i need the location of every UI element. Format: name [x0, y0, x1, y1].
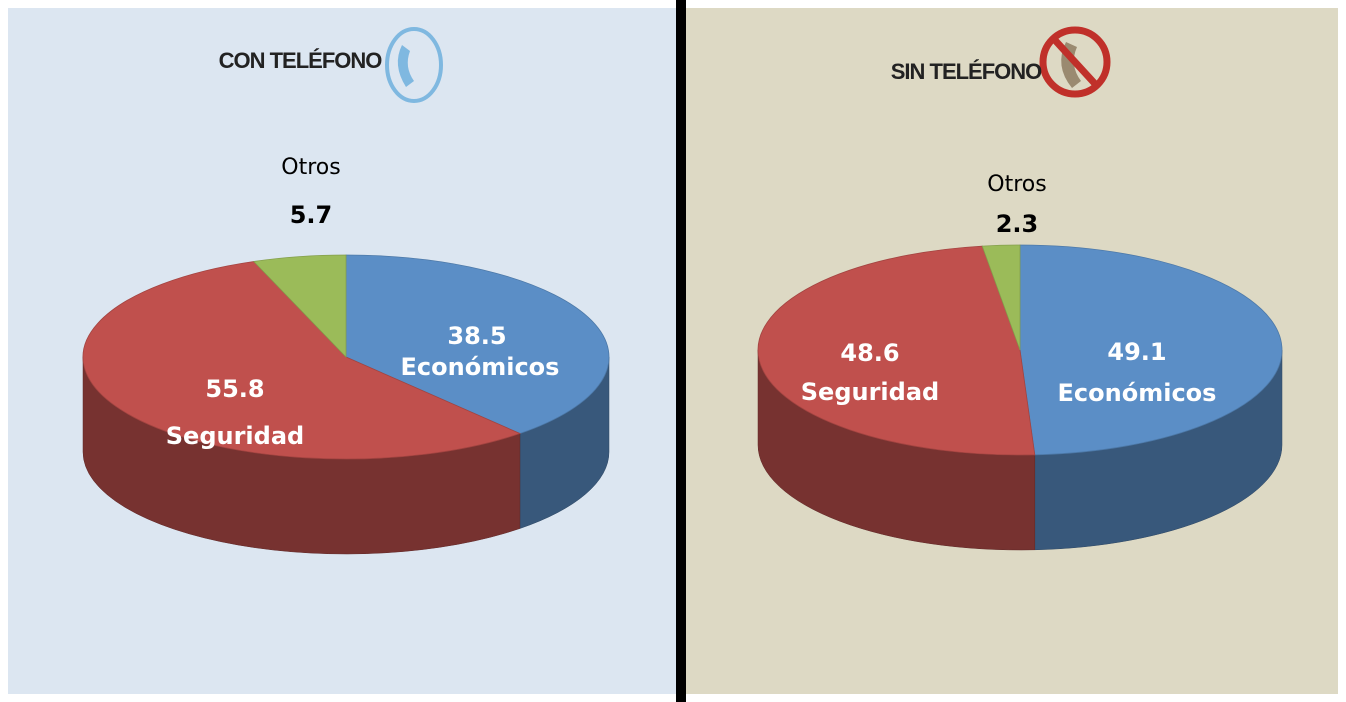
pie-slice	[345, 254, 610, 434]
pie-slice	[757, 245, 1036, 456]
no-phone-icon	[1039, 26, 1111, 98]
pie-top	[1019, 244, 1283, 456]
pie-top	[345, 254, 610, 434]
pie-top	[82, 261, 522, 460]
category-label: Otros	[987, 172, 1046, 197]
pie-top	[252, 254, 347, 358]
value-label: 2.3	[996, 210, 1039, 238]
category-label: Otros	[281, 155, 340, 180]
pie-top	[757, 245, 1036, 456]
category-label: Económicos	[1058, 379, 1217, 407]
divider	[676, 0, 686, 702]
pie-tops	[757, 244, 1283, 456]
chart-title: SIN TELÉFONO	[891, 59, 1042, 84]
value-label: 38.5	[447, 322, 506, 350]
pie-top	[981, 244, 1021, 351]
category-label: Económicos	[401, 353, 560, 381]
value-label: 48.6	[840, 339, 899, 367]
value-label: 5.7	[290, 201, 333, 229]
category-label: Seguridad	[801, 378, 939, 406]
pie-slice	[1019, 244, 1283, 456]
chart-title: CON TELÉFONO	[219, 48, 383, 73]
pie-slice	[981, 244, 1021, 351]
phone-icon	[385, 27, 443, 103]
value-label: 55.8	[205, 375, 264, 403]
pie-tops	[82, 254, 610, 460]
pie-slice	[252, 254, 347, 358]
category-label: Seguridad	[166, 422, 304, 450]
pie-slice	[82, 261, 522, 460]
value-label: 49.1	[1107, 338, 1166, 366]
